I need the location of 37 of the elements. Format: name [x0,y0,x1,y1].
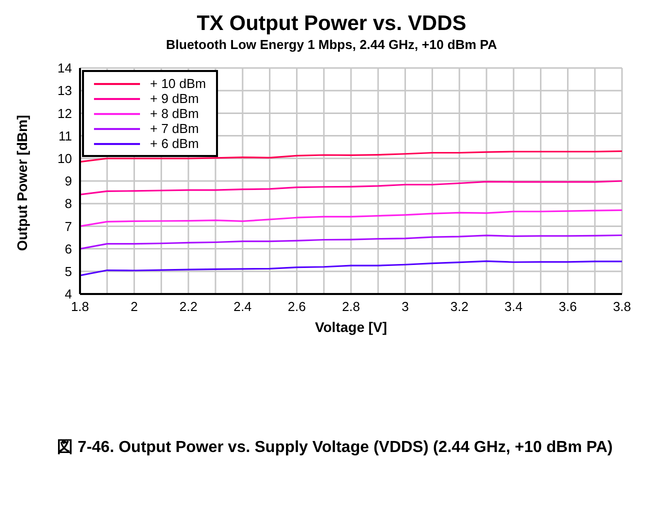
y-tick-label: 8 [64,196,72,212]
x-axis-title: Voltage [V] [314,319,388,335]
x-tick-label: 2.2 [179,299,198,314]
x-tick-label: 2 [130,299,138,314]
x-tick-label: 3.8 [612,299,632,314]
x-tick-label: 2.8 [342,299,360,314]
y-axis-title: Output Power [dBm] [14,114,30,251]
line-series [80,234,622,250]
caption: 図 7-46. Output Power vs. Supply Voltage (VDDS) (2.44 GHz, +10 dBm PA) [56,438,614,458]
legend-label: + 8 dBm [150,106,199,121]
line-series [80,260,622,276]
x-tick-label: 3 [402,299,409,314]
chart-subtitle: Bluetooth Low Energy 1 Mbps, 2.44 GHz, +10 dBm PA [165,37,498,52]
y-tick-label: 13 [58,83,72,98]
y-tick-label: 10 [58,151,72,166]
y-tick-label: 14 [58,60,72,76]
x-tick-label: 2.6 [288,299,306,314]
x-tick-label: 3.4 [504,299,523,314]
legend-label: + 10 dBm [150,76,206,91]
y-tick-label: 9 [64,174,72,189]
y-tick-label: 11 [58,128,72,144]
legend-label: + 7 dBm [150,121,199,136]
line-series [80,209,622,227]
y-tick-label: 7 [64,218,72,234]
y-tick-label: 5 [64,264,72,280]
x-tick-label: 2.4 [234,299,252,314]
x-tick-label: 3.6 [558,299,577,314]
line-series [80,150,622,163]
x-tick-label: 1.8 [70,299,90,314]
line-series [80,180,622,196]
chart-title: TX Output Power vs. VDDS [196,12,468,36]
legend-label: + 6 dBm [150,136,199,151]
legend-label: + 9 dBm [150,91,199,106]
x-tick-label: 3.2 [450,299,468,314]
y-tick-label: 4 [64,286,72,302]
y-tick-label: 6 [64,241,72,256]
y-tick-label: 12 [58,106,72,121]
